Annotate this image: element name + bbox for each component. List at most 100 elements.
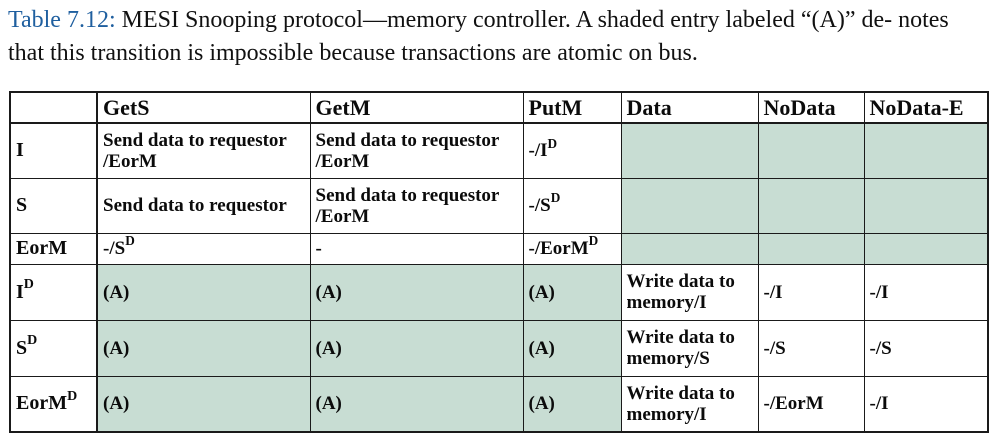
table-row: S Send data to requestor Send data to requ… xyxy=(9,177,989,234)
cell-text: -/S xyxy=(528,195,551,216)
table-cell: -/S xyxy=(757,319,865,377)
column-header: GetM xyxy=(309,91,524,124)
table-cell-shaded xyxy=(620,122,759,179)
table-cell: Write data to memory/S xyxy=(620,319,759,377)
table-cell: - xyxy=(309,232,524,265)
cell-text: (A) xyxy=(315,393,342,415)
table-cell-shaded xyxy=(863,177,989,234)
table-cell: Send data to requestor /EorM xyxy=(96,122,311,179)
cell-text: -/EorM xyxy=(763,393,824,415)
table-cell: Send data to requestor xyxy=(96,177,311,234)
table-cell-shaded: (A) xyxy=(309,375,524,433)
state-name: EorM xyxy=(16,392,68,415)
cell-text: Write data to memory/I xyxy=(626,271,735,313)
table-cell-shaded: (A) xyxy=(522,375,622,433)
table-cell-shaded xyxy=(757,177,865,234)
state-name: S xyxy=(16,194,28,216)
table-cell: -/EorM xyxy=(757,375,865,433)
table-cell: -/S xyxy=(863,319,989,377)
cell-text: -/EorM xyxy=(528,238,589,259)
cell-text: -/I xyxy=(869,281,889,303)
row-state-header: ID xyxy=(9,263,98,321)
cell-text: (A) xyxy=(315,337,342,359)
cell-text: Write data to memory/I xyxy=(626,382,735,425)
state-name: S xyxy=(16,336,28,359)
table-cell: -/EorMD xyxy=(522,232,622,265)
cell-text: (A) xyxy=(103,281,130,303)
cell-text: -/I xyxy=(869,393,889,415)
table-row: I Send data to requestor /EorM Send data t… xyxy=(9,122,989,179)
table-cell-shaded xyxy=(620,232,759,265)
cell-text: (A) xyxy=(103,393,130,415)
mesi-memory-controller-table: GetS GetM PutM Data NoData NoData-E I Send dat… xyxy=(9,91,989,433)
cell-text: Send data to requestor /EorM xyxy=(315,184,500,227)
header-row: GetS GetM PutM Data NoData NoData-E xyxy=(9,91,989,124)
table-cell-shaded xyxy=(757,122,865,179)
cell-text: Send data to requestor /EorM xyxy=(103,129,287,172)
table-cell: Write data to memory/I xyxy=(620,375,759,433)
table-cell: Send data to requestor /EorM xyxy=(309,122,524,179)
cell-text: Write data to memory/S xyxy=(626,327,735,369)
cell-superscript: D xyxy=(588,233,599,249)
cell-text: (A) xyxy=(315,281,342,303)
row-state-header: SD xyxy=(9,319,98,377)
corner-cell xyxy=(9,91,98,124)
cell-superscript: D xyxy=(125,233,135,249)
table-cell: -/I xyxy=(757,263,865,321)
table-cell-shaded xyxy=(620,177,759,234)
state-name: I xyxy=(16,139,24,162)
cell-superscript: D xyxy=(547,135,558,151)
column-header: Data xyxy=(620,91,759,124)
cell-text: -/S xyxy=(869,337,892,359)
table-cell-shaded: (A) xyxy=(96,263,311,321)
caption-label: Table 7.12: xyxy=(8,7,116,33)
table-cell: -/SD xyxy=(522,177,622,234)
column-header: NoData xyxy=(757,91,865,124)
table-cell: Send data to requestor /EorM xyxy=(309,177,524,234)
cell-text: -/I xyxy=(763,281,783,303)
state-name: EorM xyxy=(16,237,68,259)
table-cell-shaded: (A) xyxy=(309,319,524,377)
table-cell-shaded: (A) xyxy=(522,263,622,321)
table-row: EorMD (A) (A) (A) Write data to memory/I -/Eo… xyxy=(9,375,989,433)
cell-superscript: D xyxy=(550,190,561,206)
table-cell: -/I xyxy=(863,263,989,321)
table-cell-shaded: (A) xyxy=(96,375,311,433)
cell-text: -/S xyxy=(103,238,126,259)
row-state-header: EorM xyxy=(9,232,98,265)
column-header: NoData-E xyxy=(863,91,989,124)
table-cell-shaded: (A) xyxy=(309,263,524,321)
table-cell: -/I xyxy=(863,375,989,433)
table-cell: Write data to memory/I xyxy=(620,263,759,321)
cell-text: (A) xyxy=(528,281,555,303)
row-state-header: S xyxy=(9,177,98,234)
cell-text: Send data to requestor /EorM xyxy=(315,129,500,172)
table-row: ID (A) (A) (A) Write data to memory/I -/I -/I xyxy=(9,263,989,321)
table-cell-shaded xyxy=(863,232,989,265)
table-cell-shaded xyxy=(757,232,865,265)
caption-text: MESI Snooping protocol—memory controller… xyxy=(8,7,949,66)
cell-text: -/S xyxy=(763,337,786,359)
row-state-header: I xyxy=(9,122,98,179)
state-superscript: D xyxy=(23,277,34,293)
row-state-header: EorMD xyxy=(9,375,98,433)
table-caption: Table 7.12: MESI Snooping protocol—memor… xyxy=(8,4,988,70)
cell-text: (A) xyxy=(528,393,555,415)
state-superscript: D xyxy=(67,389,78,405)
column-header: PutM xyxy=(522,91,622,124)
table-cell: -/ID xyxy=(522,122,622,179)
state-superscript: D xyxy=(27,333,38,349)
cell-text: Send data to requestor xyxy=(103,195,287,216)
column-header: GetS xyxy=(96,91,311,124)
cell-text: (A) xyxy=(528,337,555,359)
table-cell: -/SD xyxy=(96,232,311,265)
table-cell-shaded: (A) xyxy=(522,319,622,377)
state-name: I xyxy=(16,280,24,303)
table-row: SD (A) (A) (A) Write data to memory/S -/S -/S xyxy=(9,319,989,377)
cell-text: -/I xyxy=(528,140,548,162)
table-cell-shaded xyxy=(863,122,989,179)
cell-text: - xyxy=(315,238,322,259)
table-row: EorM -/SD - -/EorMD xyxy=(9,232,989,265)
table-cell-shaded: (A) xyxy=(96,319,311,377)
cell-text: (A) xyxy=(103,337,130,359)
